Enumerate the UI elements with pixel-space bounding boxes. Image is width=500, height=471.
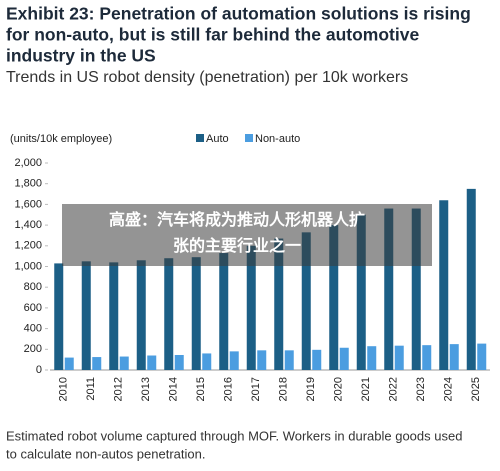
x-tick-label: 2021 <box>360 377 372 401</box>
x-tick-label: 2024 <box>443 377 455 401</box>
bar <box>411 208 421 370</box>
bar <box>174 354 184 370</box>
bar <box>81 261 91 370</box>
x-tick-label: 2015 <box>195 377 207 401</box>
y-tick-label: 1,600 <box>14 198 42 210</box>
bar <box>64 357 74 370</box>
bar <box>119 356 129 370</box>
legend-swatch <box>245 134 253 142</box>
x-tick-label: 2014 <box>168 377 180 401</box>
y-tick-label: 600 <box>24 302 42 314</box>
bar <box>449 344 459 370</box>
x-tick-label: 2012 <box>113 377 125 401</box>
bar <box>92 357 102 370</box>
bar <box>229 351 239 370</box>
bar <box>257 350 267 370</box>
y-tick-label: 0 <box>36 364 42 376</box>
chart-subtitle: Trends in US robot density (penetration)… <box>6 69 408 86</box>
y-tick-label: 1,200 <box>14 240 42 252</box>
bar <box>136 260 146 370</box>
x-tick-label: 2020 <box>333 377 345 401</box>
y-tick-label: 400 <box>24 323 42 335</box>
bar <box>202 353 212 370</box>
x-tick-label: 2011 <box>85 377 97 401</box>
chart-title: for non-auto, but is still far behind th… <box>6 25 419 45</box>
bar <box>394 345 404 370</box>
x-tick-label: 2022 <box>388 377 400 401</box>
x-tick-label: 2018 <box>278 377 290 401</box>
bar <box>147 355 157 370</box>
bar <box>164 258 174 370</box>
bar <box>367 346 377 370</box>
y-axis-label: (units/10k employee) <box>10 133 112 145</box>
y-tick-label: 1,000 <box>14 260 42 272</box>
overlay-text: 张的主要行业之一 <box>173 236 301 255</box>
x-tick-label: 2023 <box>415 377 427 401</box>
x-tick-label: 2025 <box>470 377 482 401</box>
bar <box>356 214 366 370</box>
bar <box>339 347 349 370</box>
overlay-text: 高盛：汽车将成为推动人形机器人扩 <box>109 210 365 229</box>
bar <box>246 245 256 370</box>
x-tick-label: 2019 <box>305 377 317 401</box>
chart-title: Exhibit 23: Penetration of automation so… <box>6 4 471 24</box>
bar <box>284 350 294 370</box>
x-tick-label: 2013 <box>140 377 152 401</box>
y-tick-label: 200 <box>24 343 42 355</box>
bar <box>329 225 339 370</box>
legend-swatch <box>196 134 204 142</box>
bar <box>54 263 64 370</box>
chart-title: industry in the US <box>6 46 156 66</box>
y-tick-label: 1,800 <box>14 178 42 190</box>
bar <box>384 208 394 370</box>
x-tick-label: 2017 <box>250 377 262 401</box>
y-tick-label: 2,000 <box>14 157 42 169</box>
footnote: Estimated robot volume captured through … <box>6 428 462 443</box>
footnote: to calculate non-autos penetration. <box>6 446 205 461</box>
bar <box>439 200 449 370</box>
bar <box>219 253 229 370</box>
x-tick-label: 2010 <box>58 377 70 401</box>
bar <box>301 232 311 370</box>
bar <box>422 345 432 370</box>
bar <box>477 343 487 370</box>
bar <box>109 262 119 370</box>
bar <box>191 257 201 370</box>
legend-label: Non-auto <box>255 133 300 145</box>
overlay-box <box>62 204 432 266</box>
legend-label: Auto <box>206 133 229 145</box>
bar <box>466 188 476 370</box>
x-tick-label: 2016 <box>223 377 235 401</box>
y-tick-label: 1,400 <box>14 219 42 231</box>
bar <box>274 238 284 370</box>
y-tick-label: 800 <box>24 281 42 293</box>
bar <box>312 349 322 370</box>
